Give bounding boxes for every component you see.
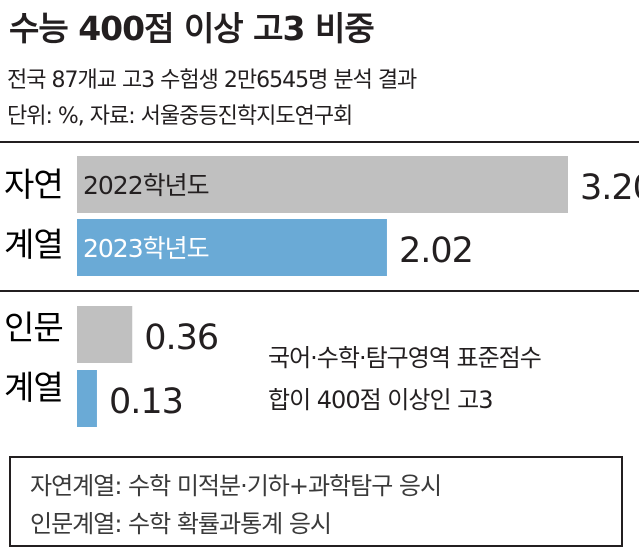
- value-label-natural-2023: 2.02: [399, 231, 473, 271]
- group-label-humanities-line1: 인문: [4, 308, 63, 347]
- series-label-natural-2022: 2022학년도: [83, 171, 209, 200]
- value-label-humanities-2023: 0.13: [109, 382, 183, 422]
- bar-natural-2023: [77, 219, 387, 276]
- legend-natural: 자연계열: 수학 미적분·기하+과학탐구 응시: [30, 472, 442, 500]
- group-label-humanities-line2: 계열: [4, 368, 63, 407]
- chart-title: 수능 400점 이상 고3 비중: [9, 9, 375, 48]
- value-label-natural-2022: 3.20: [580, 168, 639, 208]
- bar-natural-2022: [77, 156, 568, 213]
- chart-subtitle-source: 단위: %, 자료: 서울중등진학지도연구회: [7, 104, 353, 129]
- group-label-natural-line2: 계열: [4, 225, 63, 264]
- bar-humanities-2023: [77, 370, 97, 427]
- annotation-line2: 합이 400점 이상인 고3: [268, 386, 494, 414]
- top-divider: [0, 141, 639, 143]
- series-label-natural-2023: 2023학년도: [83, 234, 209, 263]
- bar-humanities-2022: [77, 306, 133, 363]
- annotation-line1: 국어·수학·탐구영역 표준점수: [268, 344, 542, 372]
- bar-chart: 자연 계열 인문 계열 2022학년도 3.20 2023학년도 2.02 0.36 0.…: [0, 156, 639, 427]
- value-label-humanities-2022: 0.36: [144, 318, 218, 358]
- legend-humanities: 인문계열: 수학 확률과통계 응시: [30, 510, 332, 538]
- group-label-natural-line1: 자연: [4, 165, 63, 204]
- legend-box: [9, 456, 623, 547]
- chart-subtitle-sample: 전국 87개교 고3 수험생 2만6545명 분석 결과: [7, 68, 417, 93]
